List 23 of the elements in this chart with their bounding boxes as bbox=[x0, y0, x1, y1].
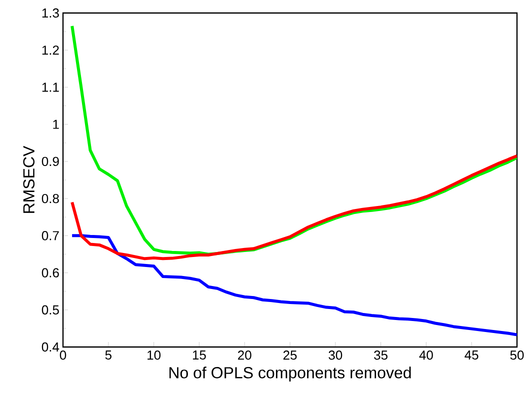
y-tick-label: 1.2 bbox=[42, 46, 59, 55]
x-tick-label: 40 bbox=[419, 350, 433, 360]
y-tick-label: 0.5 bbox=[42, 305, 59, 314]
y-tick-label: 1.1 bbox=[42, 82, 59, 92]
y-tick-label: 0.7 bbox=[42, 231, 59, 240]
x-tick-label: 30 bbox=[328, 350, 342, 360]
x-tick-label: 35 bbox=[374, 350, 388, 360]
x-tick-label: 15 bbox=[192, 350, 206, 360]
x-axis-title: No of OPLS components removed bbox=[169, 366, 411, 382]
x-tick-label: 50 bbox=[510, 350, 524, 360]
x-tick-label: 25 bbox=[283, 350, 297, 360]
x-tick-label: 5 bbox=[105, 350, 112, 360]
y-tick-label: 0.4 bbox=[42, 342, 60, 352]
y-tick-label: 0.8 bbox=[42, 194, 59, 204]
x-tick-label: 20 bbox=[238, 350, 252, 360]
y-tick-label: 1 bbox=[53, 120, 59, 129]
x-tick-label: 10 bbox=[148, 350, 161, 360]
x-tick-label: 45 bbox=[464, 350, 478, 360]
y-tick-label: 1.3 bbox=[42, 8, 59, 18]
y-tick-label: 0.6 bbox=[42, 268, 59, 278]
y-axis-title: RMSECV bbox=[23, 146, 35, 213]
y-tick-label: 0.9 bbox=[42, 156, 59, 166]
x-tick-label: 0 bbox=[60, 350, 66, 360]
